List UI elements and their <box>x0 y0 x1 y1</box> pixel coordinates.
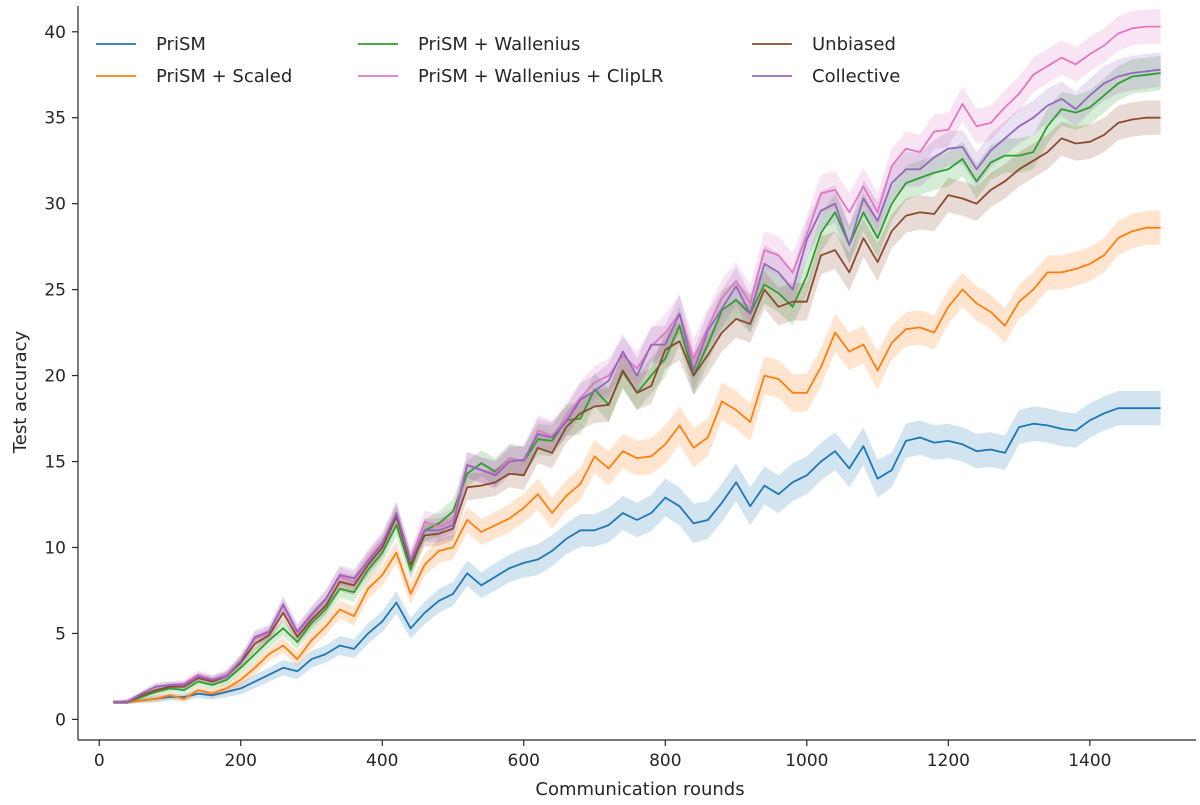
series-line-0 <box>113 407 1161 704</box>
series-lines <box>113 25 1161 704</box>
confidence-bands <box>113 9 1161 704</box>
x-tick-label: 1400 <box>1068 751 1111 771</box>
x-tick-label: 200 <box>225 751 257 771</box>
confidence-band-4 <box>113 100 1161 704</box>
y-tick-label: 40 <box>44 23 66 43</box>
y-tick-label: 20 <box>44 367 66 387</box>
axes: 0 200 400 600 800 1000 1200 1400 0 5 10 15 20 25 30 35 4… <box>44 6 1196 771</box>
x-tick-label: 0 <box>94 751 105 771</box>
legend-label: PriSM + Scaled <box>156 66 292 87</box>
y-tick-label: 5 <box>55 624 66 644</box>
x-tick-label: 1200 <box>927 751 970 771</box>
legend-label: Unbiased <box>812 34 896 55</box>
y-tick-label: 15 <box>44 453 66 473</box>
x-tick-label: 600 <box>508 751 540 771</box>
x-axis-label: Communication rounds <box>535 779 744 800</box>
legend-label: Collective <box>812 66 900 87</box>
legend-label: PriSM + Wallenius + ClipLR <box>418 66 663 87</box>
y-axis-label: Test accuracy <box>10 330 31 454</box>
series-line-1 <box>113 226 1161 704</box>
y-tick-label: 10 <box>44 538 66 558</box>
y-tick-label: 25 <box>44 281 66 301</box>
x-tick-label: 800 <box>649 751 681 771</box>
confidence-band-2 <box>113 55 1161 704</box>
y-tick-label: 0 <box>55 710 66 730</box>
confidence-band-5 <box>113 52 1161 704</box>
confidence-band-0 <box>113 391 1161 704</box>
series-line-4 <box>113 116 1161 704</box>
legend: PriSM PriSM + Scaled PriSM + Wallenius PriS… <box>96 34 900 87</box>
legend-label: PriSM <box>156 34 206 55</box>
series-line-5 <box>113 68 1161 704</box>
y-tick-label: 30 <box>44 195 66 215</box>
confidence-band-3 <box>113 9 1161 704</box>
x-tick-label: 400 <box>366 751 398 771</box>
x-tick-label: 1000 <box>785 751 828 771</box>
legend-label: PriSM + Wallenius <box>418 34 580 55</box>
y-tick-label: 35 <box>44 109 66 129</box>
